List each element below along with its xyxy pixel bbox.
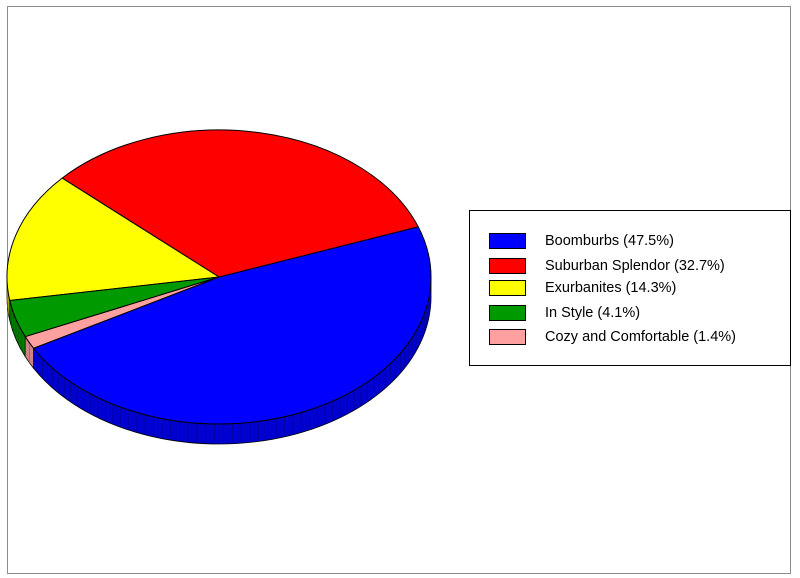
pie-side-walls [6, 276, 432, 445]
legend-item: Exurbanites (14.3%) [489, 278, 676, 298]
pie-slice [6, 177, 220, 302]
legend-label: Suburban Splendor (32.7%) [545, 258, 725, 274]
legend-item: In Style (4.1%) [489, 303, 640, 323]
legend-item: Boomburbs (47.5%) [489, 231, 674, 251]
pie-slices [6, 129, 432, 425]
legend-swatch [489, 233, 526, 249]
legend-label: In Style (4.1%) [545, 305, 641, 321]
legend-swatch [489, 329, 526, 345]
pie-slice [61, 129, 419, 278]
legend-label: Boomburbs (47.5%) [545, 233, 674, 249]
legend-item: Cozy and Comfortable (1.4%) [489, 327, 736, 347]
legend-label: Cozy and Comfortable (1.4%) [545, 329, 736, 345]
legend-swatch [489, 280, 526, 296]
legend-swatch [489, 305, 526, 321]
pie-slice [33, 226, 432, 425]
legend-label: Exurbanites (14.3%) [545, 280, 677, 296]
legend: Boomburbs (47.5%) Suburban Splendor (32.… [469, 210, 791, 366]
legend-item: Suburban Splendor (32.7%) [489, 256, 725, 276]
pie-slice [24, 276, 220, 349]
legend-swatch [489, 258, 526, 274]
